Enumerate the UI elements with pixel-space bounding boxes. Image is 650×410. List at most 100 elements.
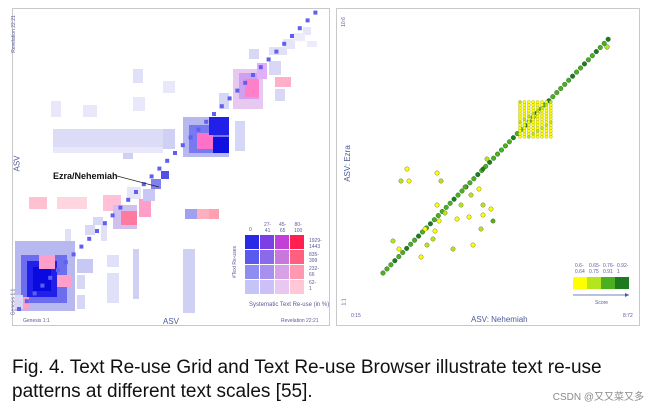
grid-diagonal-cell-21	[180, 143, 185, 148]
browser-block-point-27	[531, 108, 535, 113]
browser-diagonal-point-16	[443, 204, 449, 210]
browser-diagonal-point-47	[566, 77, 572, 83]
grid-cell-57	[133, 97, 145, 111]
browser-block-point-3	[531, 100, 535, 104]
browser-diagonal-point-54	[593, 49, 599, 55]
grid-diagonal-cell-16	[141, 182, 146, 187]
browser-diagonal-point-28	[491, 155, 497, 161]
grid-legend-cell-2-2	[275, 265, 289, 279]
browser-diagonal-point-46	[562, 81, 568, 87]
browser-block-point-50	[527, 117, 531, 122]
browser-block-point-64	[518, 123, 522, 127]
grid-legend-cell-0-3	[290, 235, 304, 249]
browser-block-point-92	[535, 132, 540, 136]
grid-diagonal-cell-10	[95, 229, 99, 233]
grid-cell-52	[307, 41, 317, 47]
score-bin-1: 0.65- 0.75	[589, 263, 601, 275]
browser-diagonal-point-30	[498, 147, 504, 153]
grid-cell-35	[163, 129, 175, 149]
grid-legend-col-3: 80- 100	[294, 222, 303, 234]
grid-legend-cell-2-0	[245, 265, 259, 279]
grid-diagonal-cell-14	[126, 197, 131, 202]
grid-diagonal-cell-29	[243, 80, 248, 85]
browser-diagonal-point-4	[396, 254, 402, 260]
browser-scatter-point-17	[478, 226, 484, 232]
browser-block-point-93	[540, 132, 544, 136]
browser-block-point-80	[518, 129, 522, 133]
grid-diagonal-cell-30	[251, 73, 255, 77]
browser-scatter-point-1	[398, 178, 404, 184]
grid-diagonal-cell-22	[188, 135, 193, 140]
text-reuse-grid	[15, 10, 318, 313]
browser-scatter-point-9	[436, 218, 442, 224]
browser-block-point-0	[518, 100, 522, 104]
browser-scatter-point-5	[434, 170, 440, 176]
grid-cell-26	[57, 197, 87, 209]
browser-outlier-point	[604, 44, 610, 50]
grid-cell-45	[269, 61, 281, 75]
browser-diagonal-point-29	[495, 151, 501, 157]
browser-block-point-49	[522, 117, 527, 122]
grid-diagonal-cell-20	[173, 151, 177, 155]
browser-block-point-57	[522, 120, 527, 125]
browser-diagonal-point-17	[447, 200, 453, 206]
browser-scatter-point-25	[490, 218, 496, 224]
browser-block-point-36	[535, 111, 540, 116]
browser-block-point-21	[540, 106, 544, 110]
grid-legend-cell-1-2	[275, 250, 289, 264]
browser-diagonal-point-13	[431, 217, 437, 223]
browser-block-point-61	[540, 120, 544, 125]
grid-cell-11	[107, 273, 119, 303]
grid-cell-24	[85, 225, 95, 235]
browser-block-point-98	[527, 135, 531, 139]
browser-block-point-83	[531, 129, 535, 133]
annotation-leader-line	[116, 175, 160, 188]
browser-diagonal-point-3	[392, 258, 398, 264]
grid-corner-bottom-right-x: Revelation 22:21	[281, 318, 319, 324]
grid-cell-61	[101, 221, 107, 241]
grid-legend-xlabel: Systematic Text Re-use (in %)	[249, 302, 330, 308]
browser-block-point-101	[540, 135, 544, 139]
grid-legend-cell-3-1	[260, 280, 274, 294]
grid-cell-28	[185, 209, 197, 219]
browser-block-point-59	[531, 120, 535, 125]
browser-block-point-17	[522, 106, 527, 110]
browser-block-point-2	[527, 100, 531, 104]
grid-diagonal-cell-9	[87, 236, 92, 241]
grid-diagonal-cell-6	[63, 260, 68, 265]
grid-diagonal-cell-15	[134, 190, 138, 194]
browser-diagonal-point-9	[416, 233, 422, 239]
browser-block-point-16	[518, 106, 522, 110]
browser-block-point-86	[544, 129, 549, 133]
text-reuse-browser-panel: ASV: Ezra ASV: Nehemiah 0:15 8:72 1:1 10…	[336, 8, 640, 326]
browser-scatter-point-13	[468, 192, 474, 198]
grid-cell-23	[93, 217, 103, 225]
browser-block-point-24	[518, 108, 522, 113]
browser-block-point-25	[522, 108, 527, 113]
text-reuse-browser	[380, 36, 629, 297]
grid-cell-9	[77, 275, 85, 289]
grid-cell-47	[275, 89, 285, 101]
browser-scatter-point-8	[442, 210, 448, 216]
grid-cell-46	[275, 77, 291, 87]
grid-cell-7	[15, 295, 23, 309]
browser-diagonal-point-44	[554, 90, 560, 96]
browser-diagonal-point-18	[451, 196, 457, 202]
browser-block-point-35	[531, 111, 535, 116]
browser-block-point-41	[522, 114, 527, 119]
browser-diagonal-point-7	[408, 241, 414, 247]
browser-block-point-56	[518, 120, 522, 125]
score-bin-0: 0.6- 0.64	[575, 263, 585, 275]
browser-block-point-66	[527, 123, 531, 127]
browser-scatter-point-26	[484, 156, 490, 162]
browser-diagonal-point-23	[471, 176, 477, 182]
browser-scatter-point-28	[430, 236, 436, 242]
browser-block-point-52	[535, 117, 540, 122]
browser-x-end: 8:72	[623, 313, 633, 319]
browser-block-point-14	[544, 103, 549, 107]
browser-block-point-85	[540, 129, 544, 133]
browser-scatter-point-10	[432, 228, 438, 234]
grid-corner-bottom-left-x: Genesis 1:1	[23, 318, 50, 324]
ezra-nehemiah-annotation: Ezra/Nehemiah	[53, 171, 118, 181]
browser-block-point-96	[518, 135, 522, 139]
